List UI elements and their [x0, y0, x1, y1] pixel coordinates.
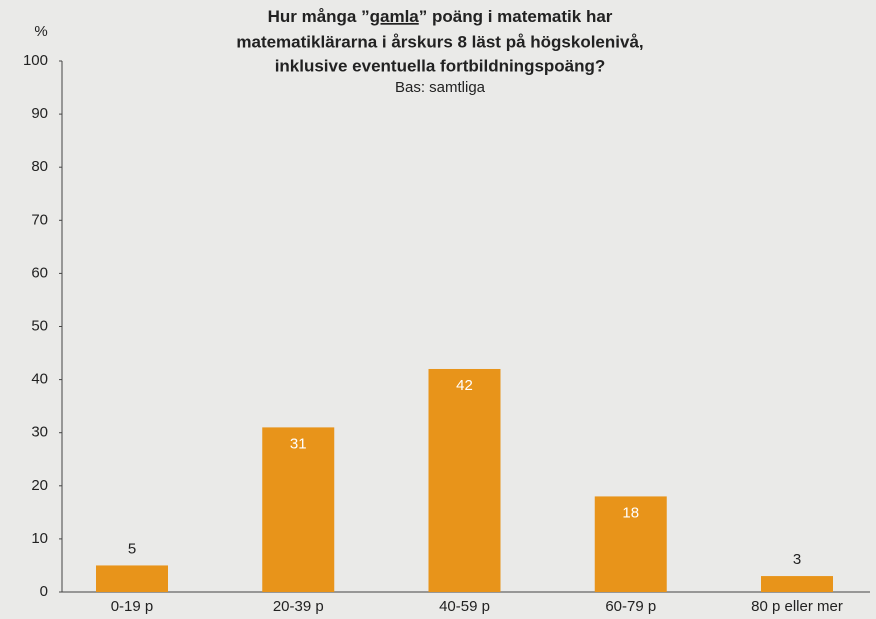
y-tick-label: 80 [31, 158, 48, 175]
bar [96, 565, 168, 592]
value-label: 5 [128, 540, 136, 557]
y-tick-label: 90 [31, 105, 48, 122]
value-label: 18 [622, 504, 639, 521]
y-tick-label: 10 [31, 530, 48, 547]
bar [428, 368, 501, 592]
y-tick-label: 70 [31, 211, 48, 228]
x-tick-label: 20-39 p [273, 598, 324, 615]
value-label: 31 [290, 435, 307, 452]
y-tick-label: 0 [40, 583, 48, 600]
x-tick-label: 60-79 p [605, 598, 656, 615]
y-axis-label: % [34, 23, 47, 40]
x-tick-label: 0-19 p [111, 598, 154, 615]
title-part: Hur många ” [268, 7, 370, 26]
bar [761, 576, 833, 592]
y-tick-label: 100 [23, 52, 48, 69]
y-tick-label: 50 [31, 317, 48, 334]
bar [594, 496, 667, 592]
y-tick-label: 20 [31, 477, 48, 494]
value-label: 42 [456, 377, 473, 394]
value-label: 3 [793, 551, 801, 568]
chart-title: Hur många ”gamla” poäng i matematik har [268, 7, 613, 26]
chart-subtitle: Bas: samtliga [395, 79, 486, 96]
y-tick-label: 60 [31, 264, 48, 281]
title-part: ” poäng i matematik har [419, 7, 613, 26]
chart-title: matematiklärarna i årskurs 8 läst på hög… [236, 32, 643, 51]
y-tick-label: 30 [31, 424, 48, 441]
x-tick-label: 80 p eller mer [751, 598, 843, 615]
chart-title: inklusive eventuella fortbildningspoäng? [275, 56, 606, 75]
bar [262, 427, 335, 592]
title-part: gamla [370, 7, 420, 26]
y-tick-label: 40 [31, 371, 48, 388]
x-tick-label: 40-59 p [439, 598, 490, 615]
